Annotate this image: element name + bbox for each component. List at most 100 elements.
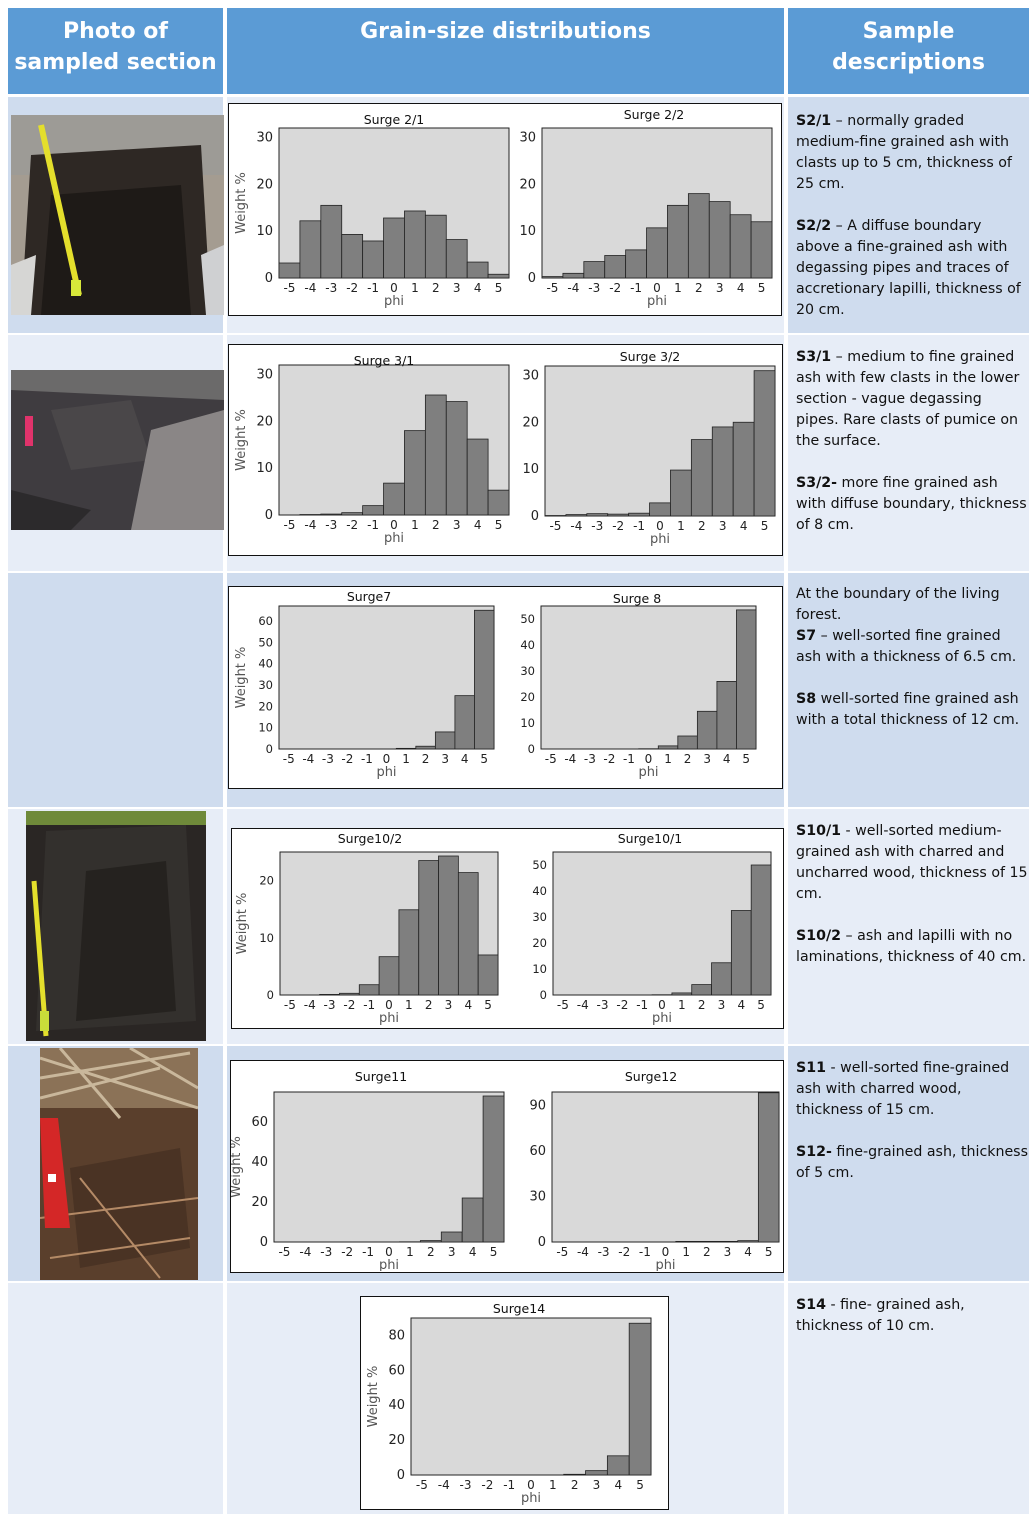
x-tick-label: 1	[405, 998, 413, 1012]
x-tick-label: -1	[362, 1245, 374, 1259]
header-photo: Photo of sampled section	[8, 8, 223, 94]
desc-s10-2: S10/2 – ash and lapilli with no laminati…	[796, 928, 1027, 965]
chart-title: Surge7	[347, 589, 391, 604]
bar-5	[757, 1092, 780, 1243]
x-tick-label: -4	[567, 281, 579, 295]
bar--3	[320, 513, 343, 516]
x-tick-label: -3	[597, 998, 609, 1012]
bar-2	[418, 860, 439, 996]
x-tick-label: 1	[682, 1245, 690, 1259]
x-tick-label: 3	[719, 519, 727, 533]
x-tick-label: 1	[411, 518, 419, 532]
bar-1	[670, 469, 692, 517]
x-tick-label: -3	[598, 1245, 610, 1259]
bar-3	[445, 401, 468, 516]
bar-4	[461, 1197, 484, 1243]
bar--1	[362, 240, 384, 279]
y-tick-label: 40	[258, 657, 273, 671]
x-tick-label: -4	[304, 281, 316, 295]
x-tick-label: 3	[718, 998, 726, 1012]
y-axis-label: Weight %	[366, 1366, 381, 1428]
bar-1	[671, 992, 693, 996]
bar-4	[732, 421, 755, 517]
bar-0	[646, 227, 668, 279]
x-tick-label: 1	[664, 752, 672, 766]
y-tick-label: 30	[520, 664, 535, 678]
y-tick-label: 20	[520, 690, 535, 704]
y-axis-label: Weight %	[235, 893, 250, 955]
chart-title: Surge12	[625, 1069, 677, 1084]
x-axis-label: phi	[379, 1258, 399, 1271]
description-s10: S10/1 - well-sorted medium-grained ash w…	[796, 821, 1028, 968]
y-tick-label: 20	[522, 415, 539, 430]
x-tick-label: -4	[564, 752, 576, 766]
x-axis-label: phi	[384, 531, 404, 546]
x-axis-label: phi	[655, 1258, 675, 1271]
bar-1	[404, 210, 426, 279]
bar-3	[440, 1231, 463, 1243]
x-tick-label: -3	[325, 518, 337, 532]
x-tick-label: -3	[588, 281, 600, 295]
bar-3	[585, 1470, 608, 1476]
y-tick-label: 10	[256, 224, 273, 239]
x-tick-label: 1	[674, 281, 682, 295]
bar-5	[482, 1095, 505, 1243]
bar--3	[583, 261, 606, 279]
y-tick-label: 50	[258, 635, 273, 649]
y-tick-label: 0	[538, 1235, 546, 1250]
x-tick-label: -4	[570, 519, 582, 533]
bar--2	[339, 992, 360, 996]
x-tick-label: -2	[603, 752, 615, 766]
x-tick-label: 0	[662, 1245, 670, 1259]
bar--5	[278, 262, 301, 279]
table-row-s2: Surge 2/1 0 10 20 30 -5 -4 -3 -2 -1 0 1 2 3 4 5 phi Weigh…	[8, 97, 1029, 333]
chart-panel-s2: Surge 2/1 0 10 20 30 -5 -4 -3 -2 -1 0 1 2 3 4 5 phi Weigh…	[228, 103, 782, 316]
x-tick-label: 3	[593, 1478, 601, 1492]
bar-0	[649, 502, 671, 517]
y-axis-label: Weight %	[231, 1136, 244, 1198]
desc-s14-1: S14 - fine- grained ash, thickness of 10…	[796, 1297, 965, 1334]
x-tick-label: 3	[445, 998, 453, 1012]
x-tick-label: -3	[591, 519, 603, 533]
chart-title: Surge 2/2	[624, 107, 685, 122]
y-tick-label: 40	[532, 884, 547, 898]
x-tick-label: -2	[481, 1478, 493, 1492]
chart-title: Surge 8	[613, 591, 661, 606]
x-tick-label: -2	[346, 281, 358, 295]
y-tick-label: 60	[529, 1144, 546, 1159]
y-tick-label: 30	[522, 368, 539, 383]
table-row-s14: Surge14 0 20 40 60 80 -5 -4 -3 -2 -1 0 1 2 3 4 5 phi Weigh…	[8, 1283, 1029, 1514]
x-tick-label: -3	[322, 752, 334, 766]
y-tick-label: 0	[540, 988, 547, 1002]
x-tick-label: 3	[716, 281, 724, 295]
header-grain-size: Grain-size distributions	[227, 8, 784, 94]
x-tick-label: -2	[609, 281, 621, 295]
x-tick-label: 0	[653, 281, 661, 295]
header-descriptions: Sample descriptions	[788, 8, 1029, 94]
x-axis-label: phi	[379, 1011, 399, 1026]
y-tick-label: 0	[528, 271, 536, 286]
chart-title: Surge14	[493, 1301, 545, 1316]
bar-1	[398, 909, 420, 996]
y-tick-label: 10	[520, 716, 535, 730]
bar--4	[565, 514, 588, 517]
x-tick-label: -5	[557, 998, 569, 1012]
x-tick-label: 3	[453, 518, 461, 532]
x-tick-label: 4	[474, 281, 482, 295]
chart-title: Surge11	[355, 1069, 407, 1084]
bar-5	[628, 1322, 652, 1476]
bar-2	[424, 394, 447, 516]
bar-5	[487, 273, 510, 279]
bar-5	[736, 609, 757, 750]
bar-5	[487, 489, 510, 516]
y-tick-label: 10	[258, 721, 273, 735]
x-tick-label: 2	[698, 998, 706, 1012]
desc-s10-1: S10/1 - well-sorted medium-grained ash w…	[796, 823, 1028, 902]
y-axis-label: Weight %	[234, 647, 249, 709]
bar-3	[696, 710, 718, 750]
x-tick-label: 0	[645, 752, 653, 766]
x-tick-label: -1	[639, 1245, 651, 1259]
y-tick-label: 30	[256, 130, 273, 145]
